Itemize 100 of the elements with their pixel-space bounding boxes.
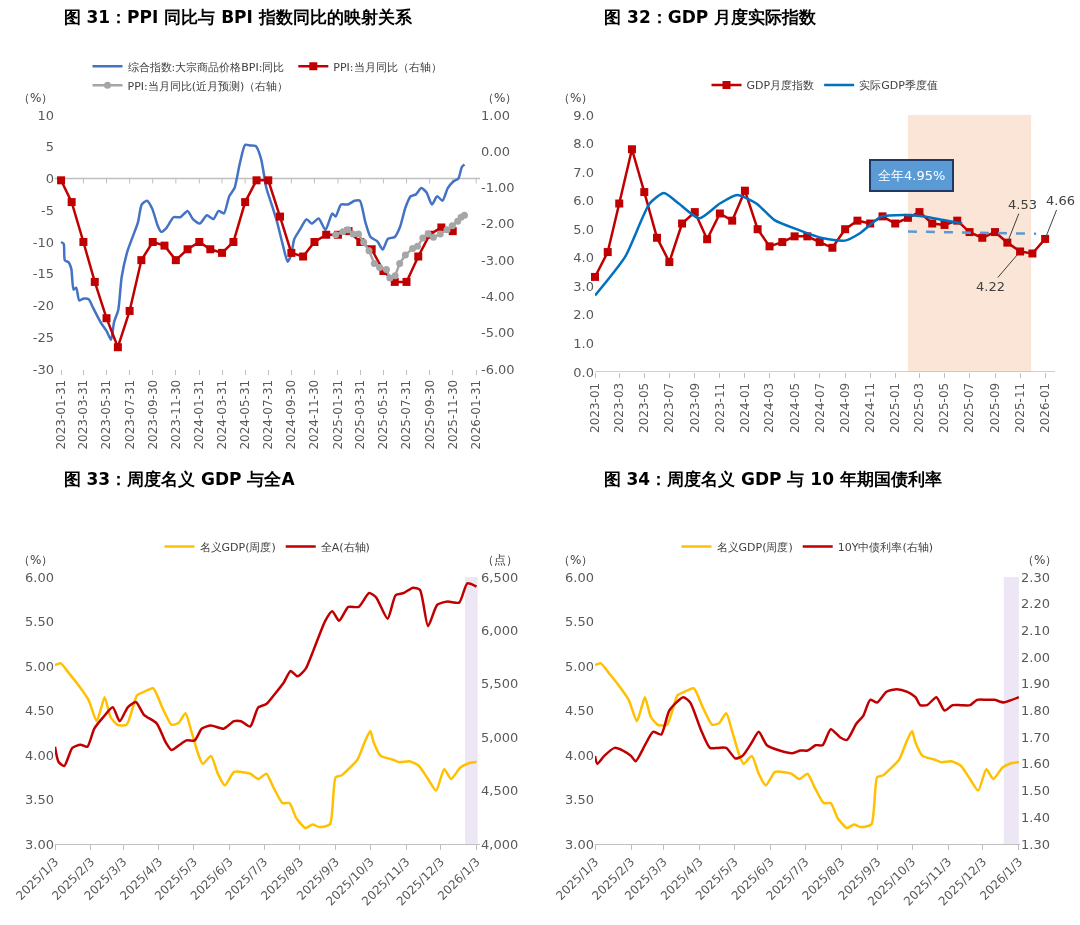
x-tick-label: 2025-01	[888, 382, 903, 433]
x-tick-label: 2023-09-30	[145, 379, 160, 450]
x-tick-label: 2024-07	[812, 382, 827, 433]
point	[790, 232, 799, 241]
y-tick-label: 7.0	[573, 164, 594, 180]
y2-tick-label: 2.10	[1021, 622, 1050, 638]
annotation: 4.66	[1046, 193, 1075, 208]
point	[206, 245, 215, 254]
point	[665, 258, 674, 267]
x-tick-label: 2025-11	[1012, 382, 1027, 433]
y2-tick-label: 5,000	[481, 729, 519, 745]
point	[728, 216, 737, 225]
point	[1028, 249, 1037, 258]
x-tick-label: 2024-07-31	[261, 379, 276, 450]
x-tick-label: 2024-05-31	[238, 379, 253, 450]
y-tick-label: 8.0	[573, 136, 594, 152]
y-tick-label: 10	[37, 107, 54, 123]
point	[419, 234, 427, 242]
point	[195, 238, 204, 246]
point	[443, 226, 451, 234]
legend-label: 名义GDP(周度)	[716, 540, 793, 554]
point	[299, 252, 308, 261]
y-axis-title: （%）	[558, 553, 594, 567]
x-tick-label: 2024-03-31	[214, 379, 229, 450]
y-tick-label: -25	[32, 329, 54, 345]
x-tick-label: 2025-11-30	[445, 379, 460, 450]
line-series	[55, 662, 478, 830]
x-tick-label: 2023-07-31	[122, 379, 137, 450]
x-tick-label: 2025-07	[962, 382, 977, 433]
y2-tick-label: -1.00	[481, 180, 515, 196]
point	[928, 219, 937, 228]
point	[437, 223, 446, 232]
y-axis-title: （%）	[18, 91, 54, 105]
x-tick-label: 2025-05	[937, 382, 952, 433]
legend-label: PPI:当月同比(近月预测)（右轴）	[127, 79, 289, 93]
y2-tick-label: 1.40	[1021, 809, 1050, 825]
point	[264, 176, 273, 185]
x-tick-label: 2026-01-31	[469, 379, 484, 450]
x-tick-label: 2024-09-30	[284, 379, 299, 450]
y-axis-title: （%）	[18, 553, 54, 567]
point	[125, 306, 134, 315]
legend-label: GDP月度指数	[746, 79, 815, 93]
y2-tick-label: 6,000	[481, 622, 519, 638]
x-tick-label: 2024-05	[787, 382, 802, 433]
y2-tick-label: -6.00	[481, 361, 515, 377]
point	[853, 216, 862, 225]
y-tick-label: 5	[45, 139, 54, 155]
y2-tick-label: -2.00	[481, 216, 515, 232]
point	[765, 242, 774, 251]
y-tick-label: 3.50	[565, 792, 594, 808]
point	[436, 230, 444, 238]
y2-tick-label: 4,000	[481, 836, 519, 852]
y-axis-title: （%）	[558, 91, 594, 105]
y-tick-label: 4.00	[565, 747, 594, 763]
legend-label: PPI:当月同比（右轴）	[333, 60, 442, 74]
y-tick-label: 4.50	[565, 703, 594, 719]
x-tick-label: 2025-03	[912, 382, 927, 433]
y-tick-label: 9.0	[573, 107, 594, 123]
annotation: 4.22	[976, 279, 1005, 294]
y-tick-label: 5.50	[565, 614, 594, 630]
point	[360, 238, 368, 246]
point	[615, 199, 624, 208]
y2-tick-label: 1.90	[1021, 676, 1050, 692]
legend-label: 实际GDP季度值	[859, 79, 938, 93]
x-tick-label: 2023-03	[612, 382, 627, 433]
annotation: 全年4.95%	[878, 168, 946, 183]
point	[90, 277, 99, 286]
point	[171, 256, 180, 265]
y-tick-label: 3.0	[573, 278, 594, 294]
y-tick-label: 0	[45, 171, 54, 187]
legend-label: 10Y中债利率(右轴)	[837, 540, 934, 554]
point	[1003, 238, 1012, 247]
y-tick-label: -20	[32, 298, 54, 314]
point	[276, 212, 284, 221]
point	[603, 248, 612, 257]
point	[627, 145, 636, 154]
line-series	[595, 687, 1020, 766]
point	[640, 188, 649, 197]
point	[978, 233, 987, 242]
y2-tick-label: -4.00	[481, 288, 515, 304]
x-tick-label: 2025-01-31	[330, 379, 345, 450]
point	[653, 233, 662, 242]
point	[79, 238, 88, 246]
x-tick-label: 2023-09	[687, 382, 702, 433]
x-tick-label: 2024-03	[762, 382, 777, 433]
point	[715, 209, 724, 218]
x-tick-label: 2023-05	[637, 382, 652, 433]
point	[183, 245, 192, 254]
point	[113, 343, 122, 352]
point	[703, 235, 712, 244]
point	[354, 230, 362, 238]
point	[591, 272, 599, 281]
point	[891, 219, 900, 228]
y2-tick-label: 1.80	[1021, 703, 1050, 719]
y2-tick-label: 4,500	[481, 783, 519, 799]
x-tick-label: 2025-03-31	[353, 379, 368, 450]
x-tick-label: 2025-09-30	[422, 379, 437, 450]
point	[241, 198, 250, 207]
y-tick-label: 4.0	[573, 250, 594, 266]
point	[402, 277, 411, 286]
